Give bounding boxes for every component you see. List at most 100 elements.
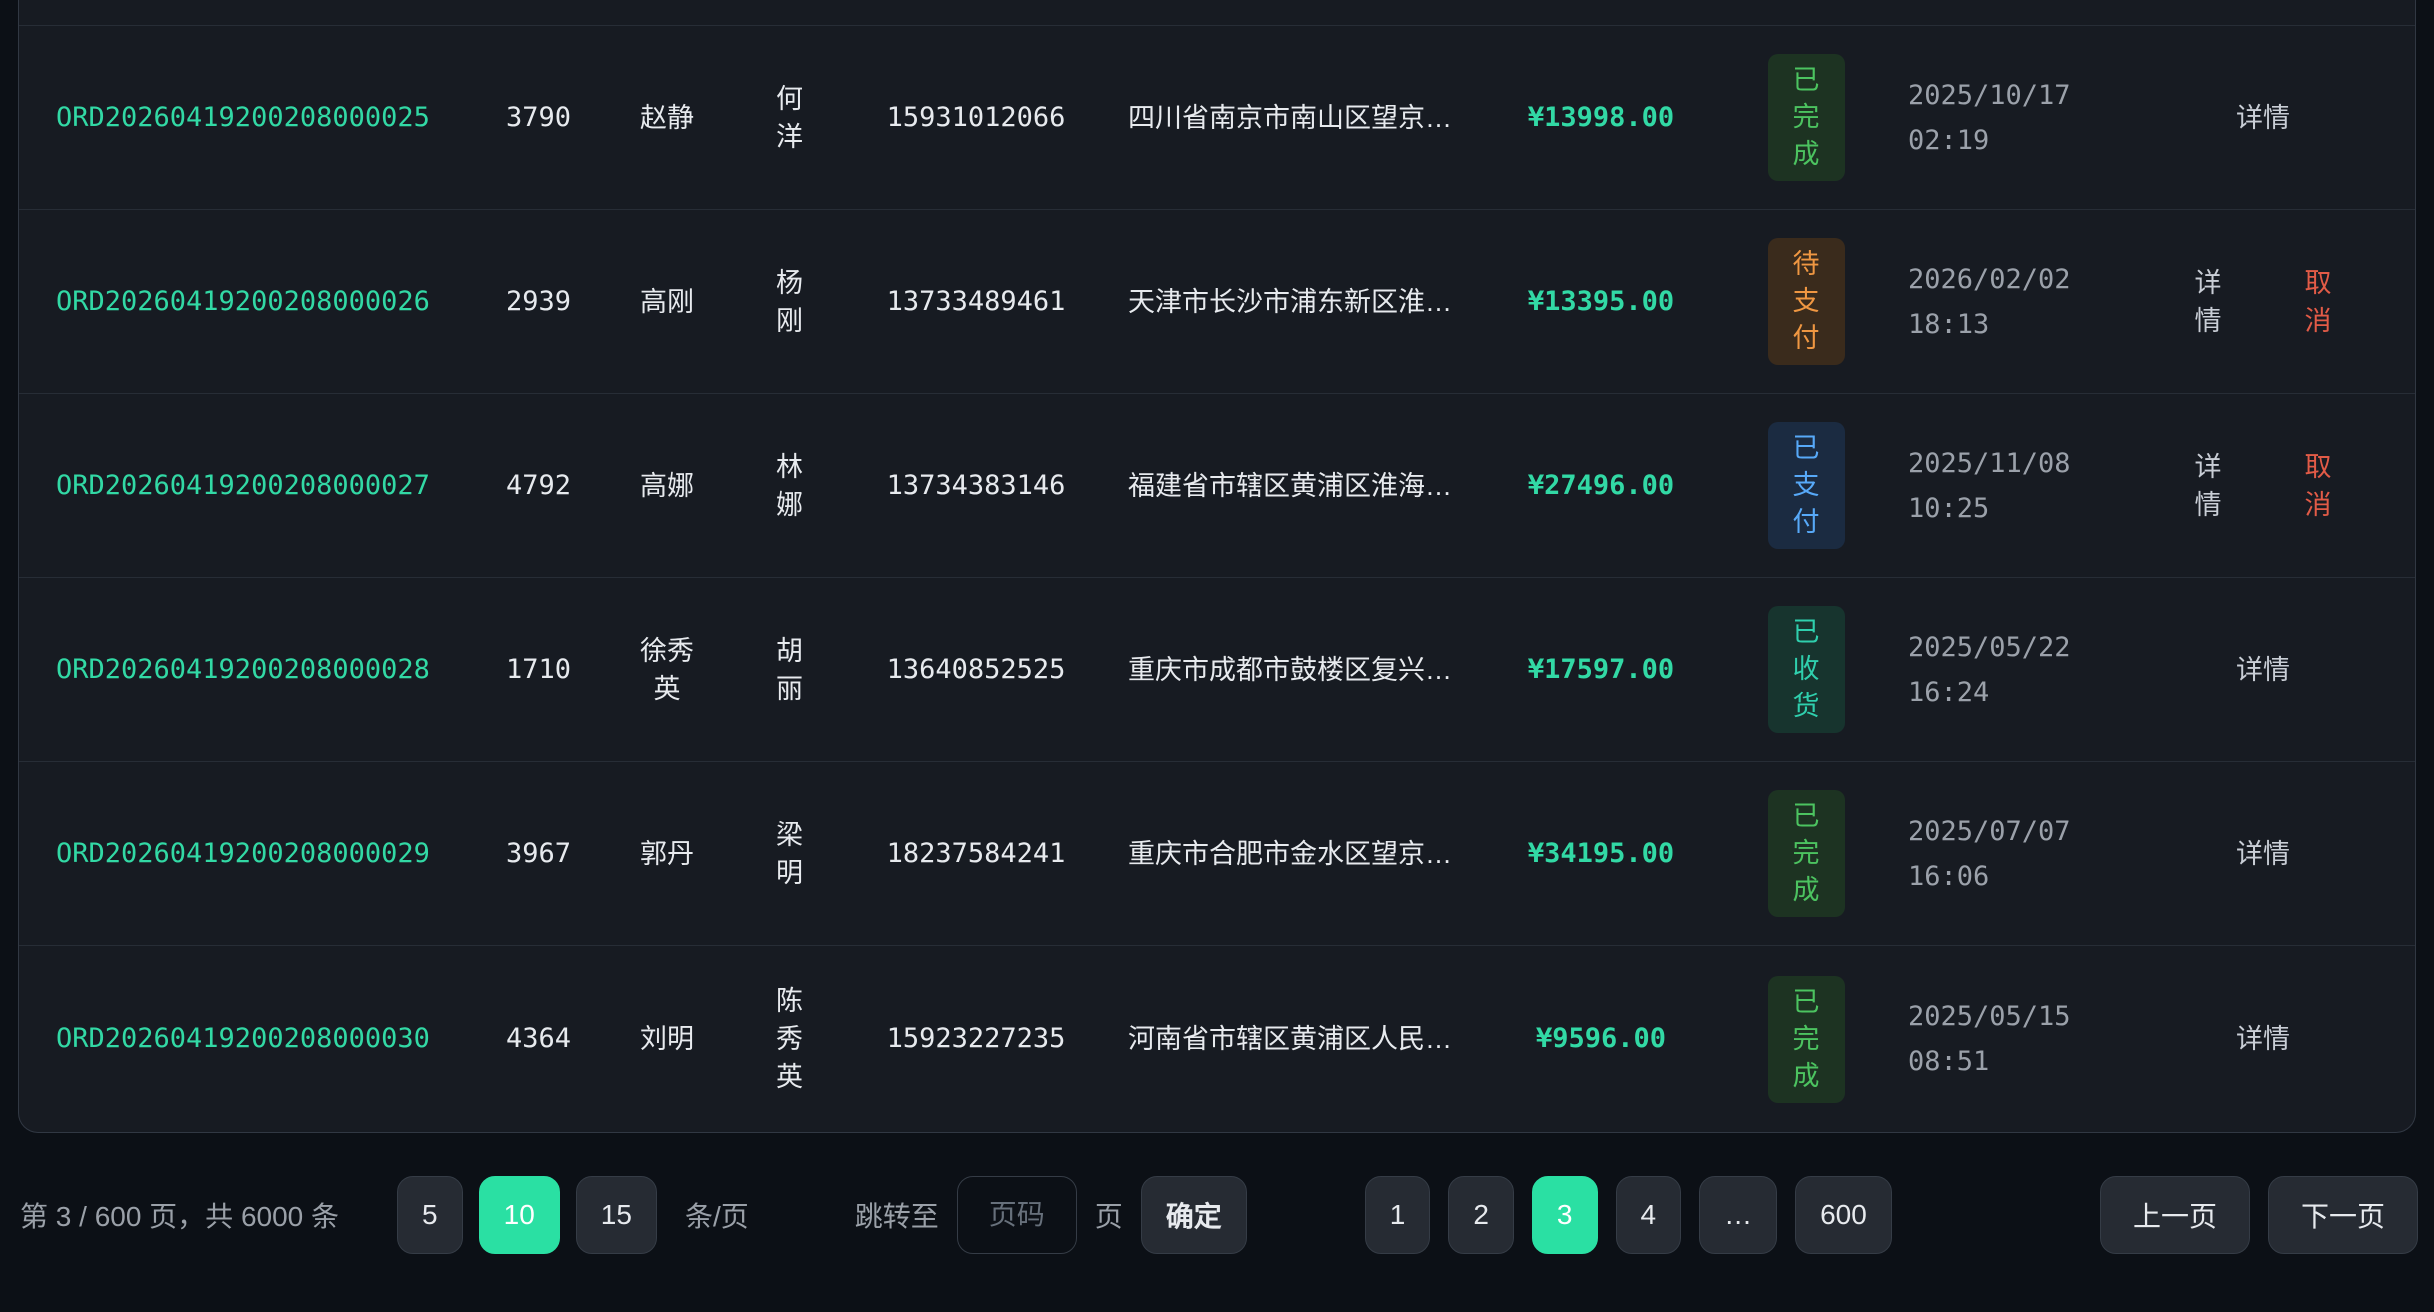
order-qty: 3967 [505, 837, 572, 869]
action-detail-link[interactable]: 详情 [2236, 838, 2290, 869]
order-amount: ¥9596.00 [1535, 1023, 1667, 1054]
page-size-group: 5 10 15 [397, 1176, 657, 1254]
actions-cell: 详情 [2111, 835, 2415, 873]
order-amount: ¥13395.00 [1527, 285, 1675, 317]
actions-cell: 详情 [2111, 651, 2415, 689]
status-cell: 待支付 [1741, 238, 1871, 365]
status-badge: 待支付 [1767, 238, 1845, 365]
order-date: 2025/10/17 [1908, 79, 2071, 111]
action-detail-link[interactable]: 详情 [2236, 654, 2290, 685]
page-button-4[interactable]: 4 [1615, 1176, 1682, 1254]
status-cell: 已完成 [1741, 790, 1871, 917]
page-button-3[interactable]: 3 [1531, 1176, 1598, 1254]
table-row: ORD20260419200208000027 4792 高娜 林娜 13734… [19, 393, 2415, 577]
table-row-partial [19, 0, 2415, 25]
order-id-link[interactable]: ORD20260419200208000025 [56, 101, 430, 133]
action-cancel-link[interactable]: 取消 [2304, 267, 2332, 336]
table-row: ORD20260419200208000025 3790 赵静 何洋 15931… [19, 25, 2415, 209]
order-amount: ¥13998.00 [1527, 101, 1675, 133]
order-table-body: ORD20260419200208000025 3790 赵静 何洋 15931… [19, 25, 2415, 1132]
table-row: ORD20260419200208000026 2939 高刚 杨刚 13733… [19, 209, 2415, 393]
order-datetime: 2026/02/02 18:13 [1871, 257, 2111, 347]
orders-table-card: ORD20260419200208000025 3790 赵静 何洋 15931… [18, 0, 2416, 1133]
address-text: 重庆市合肥市金水区望京… [1128, 838, 1452, 869]
order-amount: ¥17597.00 [1527, 653, 1675, 685]
order-datetime: 2025/05/22 16:24 [1871, 625, 2111, 715]
phone-number: 13733489461 [886, 285, 1066, 317]
phone-number: 18237584241 [886, 837, 1066, 869]
table-row: ORD20260419200208000028 1710 徐秀英 胡丽 1364… [19, 577, 2415, 761]
action-detail-link[interactable]: 详情 [2236, 1024, 2290, 1054]
page-button-2[interactable]: 2 [1448, 1176, 1514, 1254]
order-datetime: 2025/11/08 10:25 [1871, 441, 2111, 531]
order-amount: ¥27496.00 [1527, 469, 1675, 501]
status-cell: 已收货 [1741, 606, 1871, 733]
action-detail-link[interactable]: 详情 [2194, 451, 2222, 520]
order-qty: 1710 [505, 653, 572, 685]
order-date: 2025/07/07 [1908, 815, 2071, 847]
order-datetime: 2025/07/07 16:06 [1871, 809, 2111, 899]
action-detail-link[interactable]: 详情 [2236, 102, 2290, 133]
address-text: 四川省南京市南山区望京… [1128, 102, 1452, 133]
page-size-unit-label: 条/页 [684, 1201, 749, 1232]
address-text: 福建省市辖区黄浦区淮海… [1128, 470, 1452, 501]
customer-name: 郭丹 [640, 838, 694, 869]
page-button-1[interactable]: 1 [1364, 1176, 1431, 1254]
page-size-button-15[interactable]: 15 [575, 1176, 657, 1254]
order-time: 02:19 [1908, 124, 1990, 156]
phone-number: 13640852525 [886, 653, 1066, 685]
order-id-link[interactable]: ORD20260419200208000027 [56, 469, 430, 501]
jump-page-input[interactable] [956, 1176, 1077, 1254]
page-size-button-5[interactable]: 5 [397, 1176, 463, 1254]
address-text: 河南省市辖区黄浦区人民… [1128, 1024, 1452, 1054]
status-badge: 已收货 [1767, 606, 1845, 733]
page-button-600[interactable]: 600 [1795, 1176, 1892, 1254]
recipient-name: 林娜 [776, 451, 803, 520]
customer-name: 刘明 [640, 1024, 694, 1054]
page-nav-group: 上一页 下一页 [2099, 1176, 2418, 1254]
recipient-name: 杨刚 [776, 267, 803, 336]
actions-cell: 详情 [2111, 1020, 2415, 1058]
recipient-name: 梁明 [776, 819, 803, 888]
action-cancel-link[interactable]: 取消 [2304, 451, 2332, 520]
customer-name: 徐秀英 [640, 635, 694, 704]
status-cell: 已支付 [1741, 422, 1871, 549]
status-cell: 已完成 [1741, 54, 1871, 181]
order-time: 16:24 [1908, 676, 1990, 708]
table-row: ORD20260419200208000029 3967 郭丹 梁明 18237… [19, 761, 2415, 945]
actions-cell: 详情 [2111, 99, 2415, 137]
phone-number: 15923227235 [886, 1023, 1066, 1054]
order-id-link[interactable]: ORD20260419200208000030 [56, 1023, 430, 1054]
actions-cell: 详情 取消 [2111, 264, 2415, 340]
recipient-name: 陈秀英 [776, 986, 803, 1092]
page-number-group: 1 2 3 4… 600 [1364, 1176, 1892, 1254]
action-detail-link[interactable]: 详情 [2194, 267, 2222, 336]
order-qty: 3790 [505, 101, 572, 133]
page-ellipsis-button[interactable]: … [1699, 1176, 1778, 1254]
jump-unit-label: 页 [1094, 1201, 1123, 1232]
customer-name: 高娜 [640, 470, 694, 501]
order-qty: 4364 [505, 1023, 572, 1054]
prev-page-button[interactable]: 上一页 [2099, 1176, 2250, 1254]
order-time: 10:25 [1908, 492, 1990, 524]
status-cell: 已完成 [1741, 975, 1871, 1103]
order-id-link[interactable]: ORD20260419200208000028 [56, 653, 430, 685]
table-row: ORD20260419200208000030 4364 刘明 陈秀英 1592… [19, 945, 2415, 1132]
address-text: 天津市长沙市浦东新区淮… [1128, 286, 1452, 317]
jump-label: 跳转至 [854, 1201, 939, 1232]
jump-confirm-button[interactable]: 确定 [1140, 1176, 1247, 1254]
recipient-name: 何洋 [776, 83, 803, 152]
order-qty: 4792 [505, 469, 572, 501]
order-date: 2026/02/02 [1908, 263, 2071, 295]
phone-number: 13734383146 [886, 469, 1066, 501]
address-text: 重庆市成都市鼓楼区复兴… [1128, 654, 1452, 685]
next-page-button[interactable]: 下一页 [2267, 1176, 2418, 1254]
phone-number: 15931012066 [886, 101, 1066, 133]
order-id-link[interactable]: ORD20260419200208000026 [56, 285, 430, 317]
order-date: 2025/11/08 [1908, 447, 2071, 479]
page-size-button-10[interactable]: 10 [478, 1176, 560, 1254]
pagination-summary: 第 3 / 600 页，共 6000 条 [20, 1201, 340, 1232]
order-date: 2025/05/15 [1908, 1001, 2071, 1032]
order-qty: 2939 [505, 285, 572, 317]
order-id-link[interactable]: ORD20260419200208000029 [56, 837, 430, 869]
